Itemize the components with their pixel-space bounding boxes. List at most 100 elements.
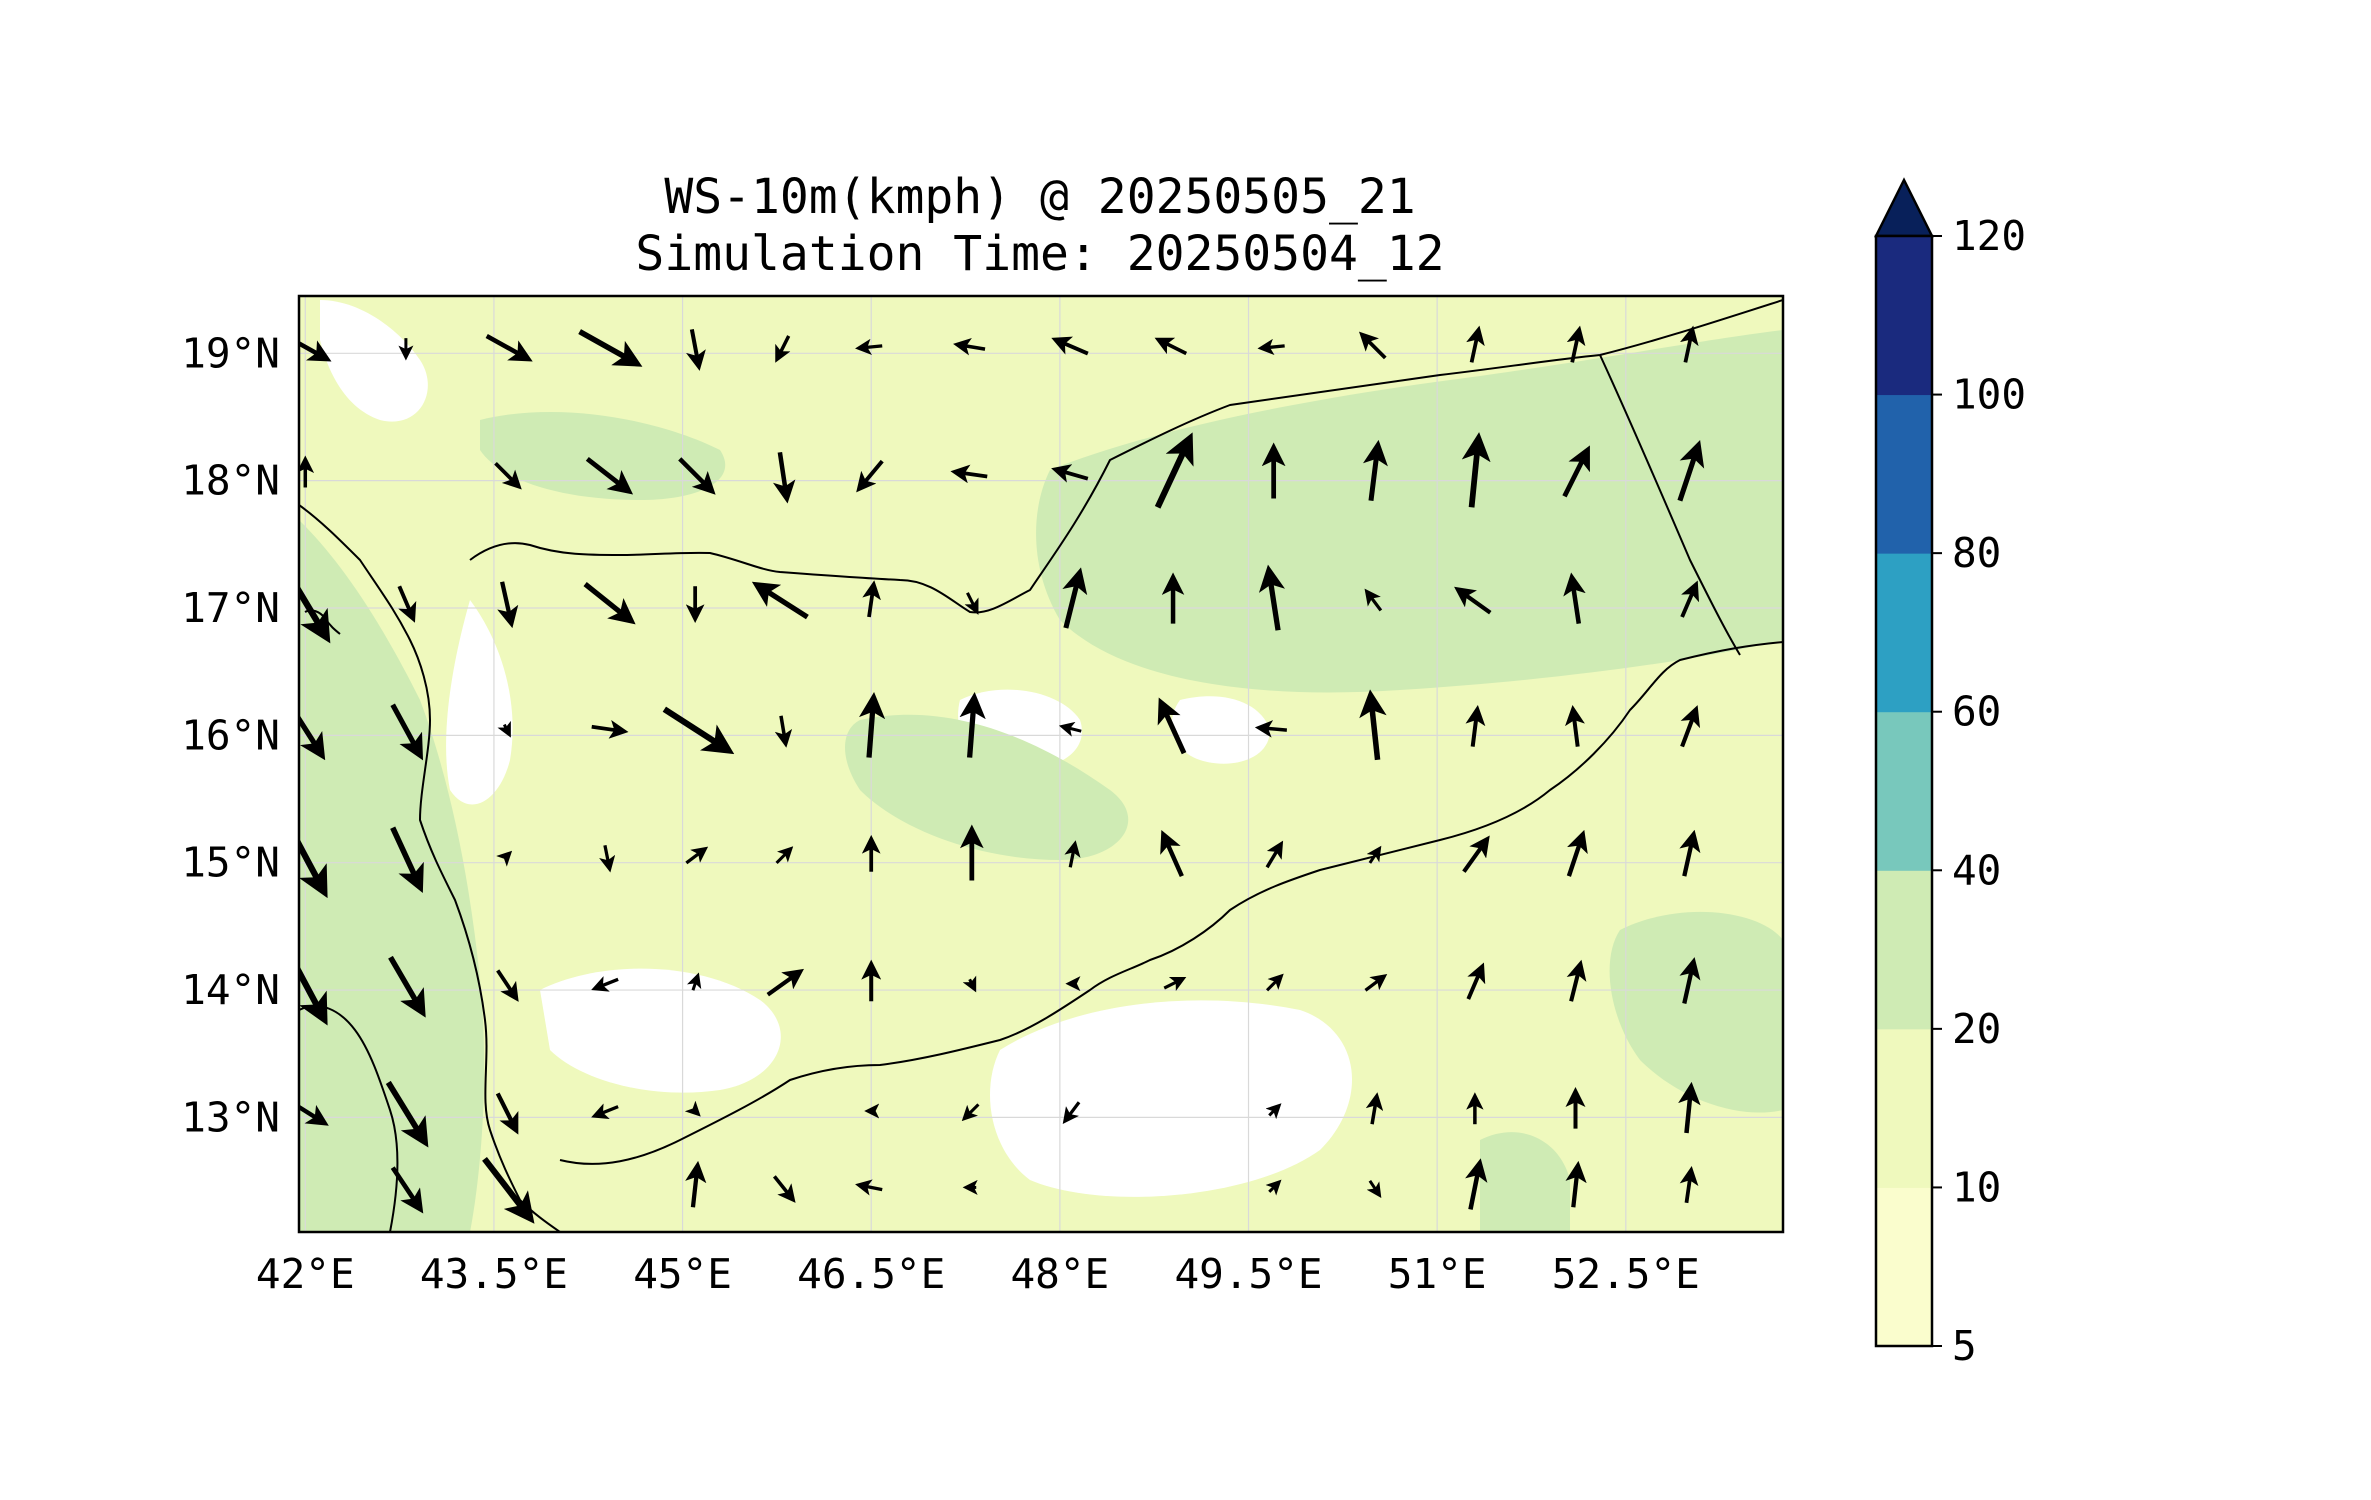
wind-arrow [1364,973,1388,992]
wind-arrow [858,691,886,758]
colorbar-segment [1876,236,1932,396]
wind-arrow [583,582,636,625]
wind-arrow [1679,1166,1699,1204]
y-axis-tick-labels: 19°N 18°N 17°N 16°N 15°N 14°N 13°N [181,329,280,1141]
colorbar-tick-label: 100 [1952,371,2026,419]
wind-arrow [950,464,988,484]
wind-arrow [962,975,977,993]
wind-arrow [1366,845,1382,864]
wind-arrow [1265,1103,1282,1120]
colorbar-outline [1874,234,1934,1348]
y-tick-label: 16°N [181,711,280,759]
wind-arrow [684,1100,701,1117]
oman-border [1599,354,1741,656]
colorbar-tick-labels: 5 10 20 40 60 80 100 120 [1932,212,2026,1370]
gulf-of-aden-coastline [559,641,1783,1165]
wind-arrow [1364,588,1383,612]
wind-arrow [1062,567,1088,629]
wind-arrow [766,968,804,997]
calm-zone-north [320,300,428,422]
wind-arrow [299,837,328,899]
wind-arrow [1064,840,1081,868]
wind-arrow [496,969,519,1002]
calm-zone-tihama [446,600,513,805]
wind-arrow [299,1104,329,1126]
colorbar-segment [1876,711,1932,871]
y-tick-label: 18°N [181,457,280,505]
wind-arrow [1154,337,1188,356]
wind-arrow [1461,432,1491,508]
fresh-zone-eastern-coast [1480,1132,1570,1232]
fresh-zone-empty-quarter [1036,330,1783,693]
wind-arrow [685,846,709,865]
wind-arrow [1680,705,1701,748]
x-tick-label: 43.5°E [420,1250,568,1298]
wind-arrow [390,826,424,894]
colorbar-tick-label: 120 [1952,212,2026,260]
wind-arrow [1366,1179,1382,1199]
wind-arrow [388,955,426,1018]
wind-arrow [775,846,794,865]
wind-arrow [494,461,522,490]
wind-arrow [1565,705,1585,747]
wind-speed-contour-fills [299,300,1783,1232]
colorbar-segment [1876,553,1932,713]
fresh-zone-hadramaut [845,714,1129,860]
map-title-line-1: WS-10m(kmph) @ 20250505_21 [664,169,1415,225]
calm-zone-plateau [540,968,781,1093]
wind-arrow [390,703,424,761]
wind-vectors [299,325,1705,1224]
wind-arrow [662,706,735,755]
wind-arrow [482,1156,535,1224]
wind-arrow [1359,331,1387,360]
wind-arrow [591,1103,619,1119]
colorbar-tick-label: 10 [1952,1163,2001,1211]
x-tick-label: 46.5°E [797,1250,945,1298]
wind-arrow [1466,325,1485,363]
colorbar-extend-arrow [1873,177,1935,238]
x-axis-tick-labels: 42°E 43.5°E 45°E 46.5°E 48°E 49.5°E 51°E 52.5°E [256,1250,1700,1298]
map-gridlines [299,296,1783,1232]
calm-zone-gulf-aden [990,1000,1353,1197]
wind-arrow [1565,1160,1587,1208]
wind-arrow [1465,705,1486,747]
wind-arrow [1258,564,1286,631]
wind-arrow [1362,439,1388,501]
x-tick-label: 48°E [1010,1250,1109,1298]
wind-arrow [774,715,793,748]
y-tick-label: 14°N [181,966,280,1014]
wind-arrow [1265,973,1284,992]
wind-arrow [485,333,533,362]
wind-arrow [855,338,883,356]
y-tick-label: 19°N [181,329,280,377]
fresh-zone-mahra [1609,911,1783,1113]
wind-arrow [961,1103,980,1122]
wind-arrow [578,329,643,367]
wind-arrow [397,585,417,623]
wind-arrow [775,335,791,363]
wind-arrow [1051,336,1089,356]
wind-arrow [964,592,979,615]
wind-arrow [585,456,634,495]
wind-arrow [1680,325,1699,363]
y-tick-label: 17°N [181,584,280,632]
x-tick-label: 51°E [1388,1250,1487,1298]
wind-arrow [1254,720,1288,738]
y-tick-label: 13°N [181,1093,280,1141]
fresh-zone-redsea-coast [299,520,485,1232]
wind-arrow [772,1175,796,1203]
wind-arrow [1157,697,1187,755]
wind-arrow [591,976,619,992]
wind-arrow [599,845,616,873]
colorbar-segment [1876,870,1932,1030]
wind-arrow [751,581,809,620]
wind-arrow [856,459,884,493]
wind-arrow [1562,445,1590,498]
colorbar-segment [1876,1028,1932,1188]
wind-arrow [855,1179,883,1196]
wind-arrow [687,972,702,991]
calm-zone-interior [1171,696,1270,764]
wind-arrow [1679,829,1701,877]
x-tick-label: 49.5°E [1174,1250,1322,1298]
red-sea-coastline [299,504,561,1232]
